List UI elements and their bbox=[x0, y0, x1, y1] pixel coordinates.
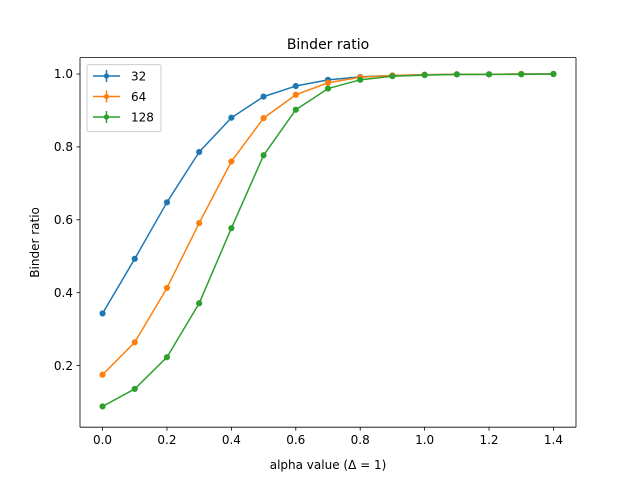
x-tick-label: 0.6 bbox=[286, 433, 305, 447]
data-point bbox=[260, 115, 267, 122]
series-layer bbox=[99, 70, 557, 410]
data-point bbox=[357, 76, 364, 83]
legend-label: 32 bbox=[131, 69, 146, 83]
data-point bbox=[228, 225, 235, 232]
x-tick-label: 0.2 bbox=[157, 433, 176, 447]
legend-entry-128: 128 bbox=[93, 110, 154, 124]
x-tick-label: 0.4 bbox=[222, 433, 241, 447]
data-point bbox=[550, 70, 557, 78]
data-point bbox=[518, 71, 525, 78]
data-point bbox=[163, 284, 171, 292]
y-tick-label: 0.2 bbox=[54, 359, 73, 373]
legend: 32 64 128 bbox=[86, 64, 162, 133]
x-tick-label: 0.0 bbox=[93, 433, 112, 447]
data-point bbox=[163, 199, 171, 206]
data-point bbox=[99, 310, 106, 317]
y-tick-label: 1.0 bbox=[54, 67, 73, 81]
data-point bbox=[421, 71, 428, 79]
data-point bbox=[131, 255, 138, 262]
data-point bbox=[260, 93, 267, 100]
x-axis-label: alpha value (Δ = 1) bbox=[270, 458, 387, 472]
data-point bbox=[196, 148, 203, 156]
data-point bbox=[228, 114, 235, 121]
y-tick-label: 0.8 bbox=[54, 140, 73, 154]
legend-label: 64 bbox=[131, 90, 146, 104]
x-ticks: 0.0 0.2 0.4 0.6 0.8 1.0 1.2 1.4 bbox=[93, 427, 563, 447]
y-tick-label: 0.6 bbox=[54, 213, 73, 227]
legend-marker bbox=[103, 73, 110, 79]
data-point bbox=[389, 73, 396, 80]
series-128 bbox=[99, 70, 557, 410]
data-point bbox=[196, 300, 203, 307]
legend-entry-64: 64 bbox=[93, 90, 146, 104]
x-tick-label: 1.0 bbox=[415, 433, 434, 447]
data-point bbox=[131, 339, 138, 346]
legend-entry-32: 32 bbox=[93, 69, 146, 83]
data-point bbox=[453, 71, 460, 78]
data-point bbox=[131, 385, 138, 393]
data-point bbox=[163, 354, 171, 361]
data-point bbox=[260, 152, 267, 159]
data-point bbox=[99, 371, 106, 378]
data-point bbox=[324, 85, 332, 92]
plot-area bbox=[80, 57, 576, 428]
data-point bbox=[292, 82, 299, 90]
legend-marker bbox=[103, 93, 110, 100]
chart-title: Binder ratio bbox=[287, 37, 369, 53]
data-point bbox=[292, 106, 299, 113]
data-point bbox=[196, 219, 203, 227]
data-point bbox=[228, 158, 235, 165]
x-tick-label: 1.2 bbox=[479, 433, 498, 447]
legend-label: 128 bbox=[131, 110, 154, 124]
data-point bbox=[292, 91, 299, 98]
data-point bbox=[485, 71, 493, 78]
x-tick-label: 1.4 bbox=[544, 433, 563, 447]
y-axis-label: Binder ratio bbox=[28, 207, 42, 278]
legend-marker bbox=[103, 114, 110, 120]
y-tick-label: 0.4 bbox=[54, 286, 73, 300]
y-ticks: 0.2 0.4 0.6 0.8 1.0 bbox=[54, 67, 80, 373]
data-point bbox=[99, 403, 106, 410]
data-point bbox=[324, 79, 332, 86]
x-tick-label: 0.8 bbox=[351, 433, 370, 447]
